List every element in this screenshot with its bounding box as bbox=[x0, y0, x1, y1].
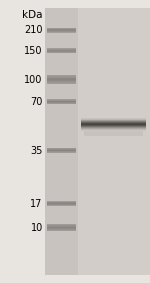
Bar bbox=[81, 129, 146, 130]
Bar bbox=[81, 125, 146, 126]
Bar bbox=[47, 76, 76, 77]
Bar bbox=[47, 204, 76, 205]
Text: 10: 10 bbox=[30, 223, 43, 233]
Bar bbox=[84, 131, 142, 136]
Text: 150: 150 bbox=[24, 46, 43, 56]
Bar bbox=[47, 103, 76, 104]
Bar bbox=[47, 52, 76, 53]
Bar bbox=[47, 81, 76, 82]
Bar bbox=[47, 229, 76, 230]
Bar bbox=[47, 28, 76, 29]
Bar bbox=[47, 50, 76, 51]
Bar bbox=[47, 228, 76, 229]
Bar bbox=[47, 224, 76, 225]
Bar bbox=[81, 121, 146, 122]
Bar bbox=[81, 124, 146, 125]
Text: 100: 100 bbox=[24, 75, 43, 85]
Bar bbox=[47, 152, 76, 153]
Text: 70: 70 bbox=[30, 97, 43, 107]
Bar bbox=[47, 149, 76, 150]
Bar bbox=[47, 201, 76, 202]
Bar bbox=[47, 49, 76, 50]
Bar bbox=[47, 29, 76, 30]
Bar bbox=[81, 123, 146, 124]
Bar bbox=[81, 119, 146, 120]
Bar bbox=[47, 100, 76, 101]
Bar bbox=[47, 151, 76, 152]
Bar bbox=[47, 99, 76, 100]
Bar bbox=[47, 31, 76, 32]
Bar bbox=[47, 82, 76, 83]
Bar bbox=[47, 227, 76, 228]
Bar bbox=[47, 150, 76, 151]
Bar bbox=[47, 230, 76, 231]
Bar bbox=[47, 30, 76, 31]
Bar bbox=[47, 148, 76, 149]
Bar bbox=[81, 127, 146, 128]
Bar bbox=[47, 48, 76, 49]
Bar bbox=[47, 83, 76, 84]
Bar bbox=[81, 120, 146, 121]
Bar bbox=[47, 32, 76, 33]
Bar bbox=[47, 101, 76, 102]
Bar bbox=[47, 51, 76, 52]
Bar bbox=[47, 102, 76, 103]
Bar bbox=[47, 80, 76, 81]
Bar bbox=[45, 8, 78, 275]
Bar bbox=[47, 226, 76, 227]
Bar bbox=[81, 126, 146, 127]
Bar bbox=[47, 205, 76, 206]
Bar bbox=[47, 31, 76, 32]
Text: kDa: kDa bbox=[22, 10, 43, 20]
Bar bbox=[47, 75, 76, 76]
Bar bbox=[47, 77, 76, 78]
Bar bbox=[47, 225, 76, 226]
Bar bbox=[47, 78, 76, 79]
Bar bbox=[47, 203, 76, 204]
Bar bbox=[81, 118, 146, 119]
Bar bbox=[81, 128, 146, 129]
Bar bbox=[81, 130, 146, 131]
Bar bbox=[81, 122, 146, 123]
Text: 210: 210 bbox=[24, 25, 43, 35]
Text: 17: 17 bbox=[30, 199, 43, 209]
Bar bbox=[47, 79, 76, 80]
Bar bbox=[78, 8, 150, 275]
Text: 35: 35 bbox=[30, 145, 43, 156]
Bar bbox=[47, 202, 76, 203]
